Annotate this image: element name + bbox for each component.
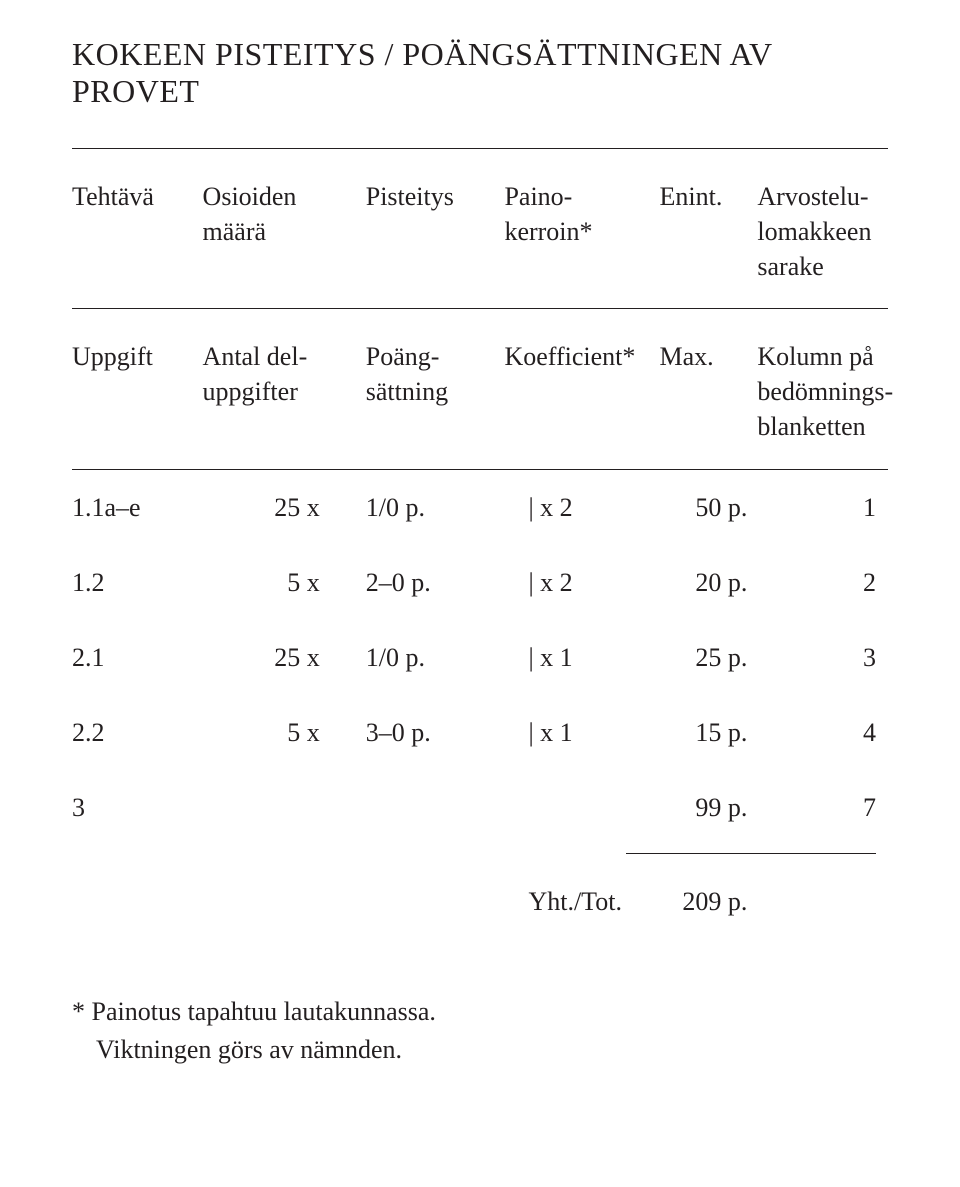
hdr-fi-task: Tehtävä [72, 149, 203, 308]
hdr-sv-max: Max. [659, 309, 757, 468]
cell-coef: | x 1 [504, 620, 659, 695]
cell-task: 1.2 [72, 545, 203, 620]
cell-count: 25 x [203, 470, 366, 545]
cell-max: 99 p. [659, 770, 757, 845]
table-row: 1.2 5 x 2–0 p. | x 2 20 p. 2 [72, 545, 888, 620]
hdr-fi-count: Osioiden määrä [203, 149, 366, 308]
cell-col: 2 [757, 545, 888, 620]
cell-coef: | x 1 [504, 695, 659, 770]
hdr-fi-colref: Arvostelu- lomakkeen sarake [757, 149, 888, 308]
cell-max: 25 p. [659, 620, 757, 695]
cell-col: 3 [757, 620, 888, 695]
cell-score: 1/0 p. [366, 620, 505, 695]
hdr-fi-coef: Paino- kerroin* [504, 149, 659, 308]
cell-col: 4 [757, 695, 888, 770]
table-row: 1.1a–e 25 x 1/0 p. | x 2 50 p. 1 [72, 470, 888, 545]
cell-max: 50 p. [659, 470, 757, 545]
hdr-sv-task: Uppgift [72, 309, 203, 468]
cell-task: 3 [72, 770, 203, 845]
table-row: 3 99 p. 7 [72, 770, 888, 845]
cell-score: 1/0 p. [366, 470, 505, 545]
cell-count [203, 770, 366, 845]
table-row: 2.2 5 x 3–0 p. | x 1 15 p. 4 [72, 695, 888, 770]
cell-count: 5 x [203, 545, 366, 620]
footnote: * Painotus tapahtuu lautakunnassa. Viktn… [72, 993, 888, 1068]
table-row: 2.1 25 x 1/0 p. | x 1 25 p. 3 [72, 620, 888, 695]
cell-count: 25 x [203, 620, 366, 695]
hdr-fi-score: Pisteitys [366, 149, 505, 308]
rule-subtotal [626, 853, 876, 854]
hdr-sv-count: Antal del- uppgifter [203, 309, 366, 468]
cell-task: 1.1a–e [72, 470, 203, 545]
cell-score: 2–0 p. [366, 545, 505, 620]
footnote-line-2: Viktningen görs av nämnden. [72, 1031, 888, 1069]
total-row: Yht./Tot. 209 p. [72, 864, 888, 939]
cell-col: 1 [757, 470, 888, 545]
footnote-line-1: * Painotus tapahtuu lautakunnassa. [72, 993, 888, 1031]
cell-score: 3–0 p. [366, 695, 505, 770]
header-row-sv: Uppgift Antal del- uppgifter Poäng- sätt… [72, 309, 888, 468]
header-row-fi: Tehtävä Osioiden määrä Pisteitys Paino- … [72, 149, 888, 308]
hdr-sv-score: Poäng- sättning [366, 309, 505, 468]
hdr-sv-colref: Kolumn på bedömnings- blanketten [757, 309, 888, 468]
cell-max: 15 p. [659, 695, 757, 770]
cell-count: 5 x [203, 695, 366, 770]
hdr-fi-max: Enint. [659, 149, 757, 308]
cell-coef [504, 770, 659, 845]
scoring-table: Tehtävä Osioiden määrä Pisteitys Paino- … [72, 149, 888, 939]
hdr-sv-coef: Koefficient* [504, 309, 659, 468]
cell-col: 7 [757, 770, 888, 845]
cell-max: 20 p. [659, 545, 757, 620]
cell-coef: | x 2 [504, 470, 659, 545]
cell-score [366, 770, 505, 845]
total-value: 209 p. [659, 864, 757, 939]
cell-coef: | x 2 [504, 545, 659, 620]
total-label: Yht./Tot. [504, 864, 659, 939]
cell-task: 2.1 [72, 620, 203, 695]
page-title: KOKEEN PISTEITYS / POÄNGSÄTTNINGEN AV PR… [72, 36, 888, 110]
cell-task: 2.2 [72, 695, 203, 770]
